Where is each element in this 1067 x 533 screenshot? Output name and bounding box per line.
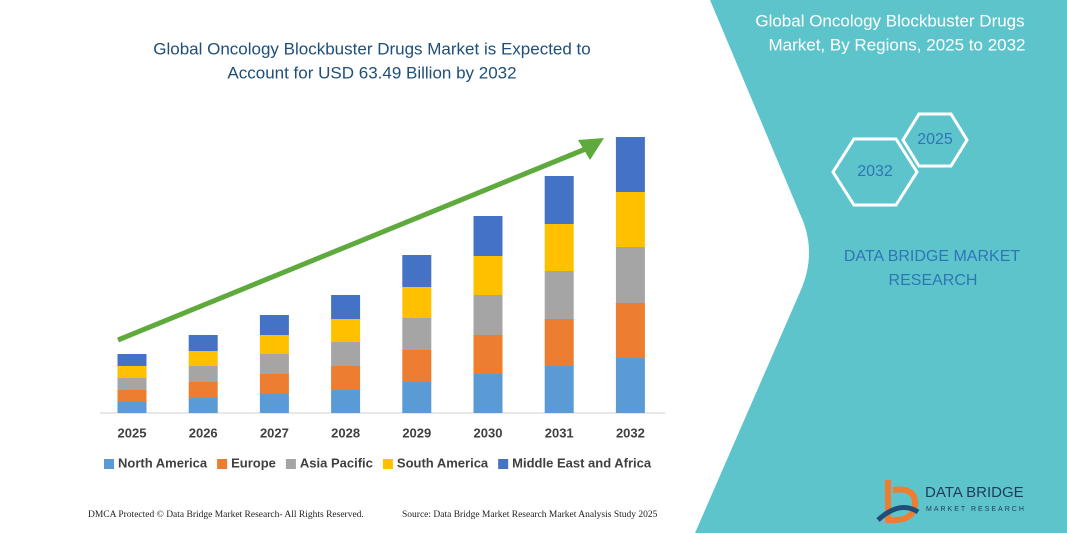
bar-segment: [117, 354, 147, 366]
legend-swatch: [285, 459, 296, 469]
bar-segment: [615, 358, 645, 413]
footer-text: DMCA Protected © Data Bridge Market Rese…: [88, 509, 364, 520]
logo-shape: [885, 480, 919, 524]
legend-swatch: [104, 459, 114, 469]
bar-segment: [259, 315, 289, 335]
bar-segment: [331, 390, 361, 413]
x-tick-label: 2031: [545, 425, 574, 440]
bar-segment: [473, 335, 503, 374]
bar-segment: [615, 303, 645, 358]
bar-segment: [615, 192, 645, 247]
logo-tagline: MARKET RESEARCH: [926, 506, 1026, 513]
x-tick-label: 2032: [616, 425, 645, 440]
bar-segment: [402, 350, 432, 382]
bar-segment: [473, 256, 503, 295]
bar-segment: [331, 319, 361, 342]
bar-segment: [544, 224, 574, 271]
logo-name: DATA BRIDGE: [925, 484, 1024, 501]
bar-segment: [188, 382, 218, 398]
bar-segment: [473, 216, 503, 256]
brand-text: DATA BRIDGE MARKET: [844, 248, 1021, 265]
bar-segment: [117, 402, 147, 413]
arrow-head: [578, 138, 604, 160]
legend-label: Middle East and Africa: [512, 455, 652, 470]
bar-segment: [188, 398, 218, 413]
x-tick-label: 2025: [118, 425, 147, 440]
panel-title: Market, By Regions, 2025 to 2032: [768, 35, 1025, 54]
bar-segment: [259, 354, 289, 374]
hexagon: [831, 137, 919, 207]
bar-segment: [615, 137, 645, 192]
x-tick-label: 2028: [331, 425, 360, 440]
legend-label: South America: [397, 455, 489, 470]
hexagon: [901, 112, 969, 168]
side-panel: [695, 0, 1067, 533]
hex-label: 2032: [857, 163, 893, 180]
bar-segment: [402, 382, 432, 413]
bar-segment: [402, 318, 432, 350]
bar-segment: [473, 295, 503, 335]
bar-segment: [544, 176, 574, 224]
bar-segment: [402, 255, 432, 287]
legend-label: North America: [118, 455, 208, 470]
bar-segment: [544, 271, 574, 319]
bar-segment: [544, 366, 574, 413]
bar-segment: [331, 342, 361, 366]
x-tick-label: 2030: [474, 425, 503, 440]
bar-segment: [117, 378, 147, 390]
bars: [117, 137, 645, 413]
panel-title: Global Oncology Blockbuster Drugs: [755, 11, 1024, 30]
bar-segment: [402, 287, 432, 318]
legend-swatch: [498, 459, 509, 469]
bar-segment: [259, 394, 289, 413]
chart-title: Account for USD 63.49 Billion by 2032: [227, 63, 516, 82]
legend-label: Asia Pacific: [300, 455, 373, 470]
logo-mark: [876, 480, 920, 524]
x-tick-label: 2026: [189, 425, 218, 440]
bar-segment: [259, 374, 289, 394]
chart-title: Global Oncology Blockbuster Drugs Market…: [153, 39, 590, 58]
brand-text: RESEARCH: [889, 272, 978, 289]
bar-segment: [473, 374, 503, 413]
bar-segment: [188, 335, 218, 351]
legend-swatch: [382, 459, 393, 469]
logo-shape: [876, 505, 920, 522]
hex-label: 2025: [917, 131, 953, 148]
trend-arrow: [117, 145, 589, 343]
bar-segment: [331, 366, 361, 390]
bar-segment: [188, 366, 218, 382]
bar-segment: [117, 390, 147, 402]
x-tick-label: 2027: [260, 425, 289, 440]
legend-label: Europe: [231, 455, 276, 470]
bar-segment: [615, 247, 645, 303]
bar-segment: [259, 335, 289, 354]
bar-segment: [188, 351, 218, 366]
x-tick-label: 2029: [402, 425, 431, 440]
bar-segment: [117, 366, 147, 378]
footer-text: Source: Data Bridge Market Research Mark…: [402, 510, 658, 520]
legend-swatch: [217, 459, 228, 469]
bar-segment: [544, 319, 574, 366]
bar-segment: [331, 295, 361, 319]
